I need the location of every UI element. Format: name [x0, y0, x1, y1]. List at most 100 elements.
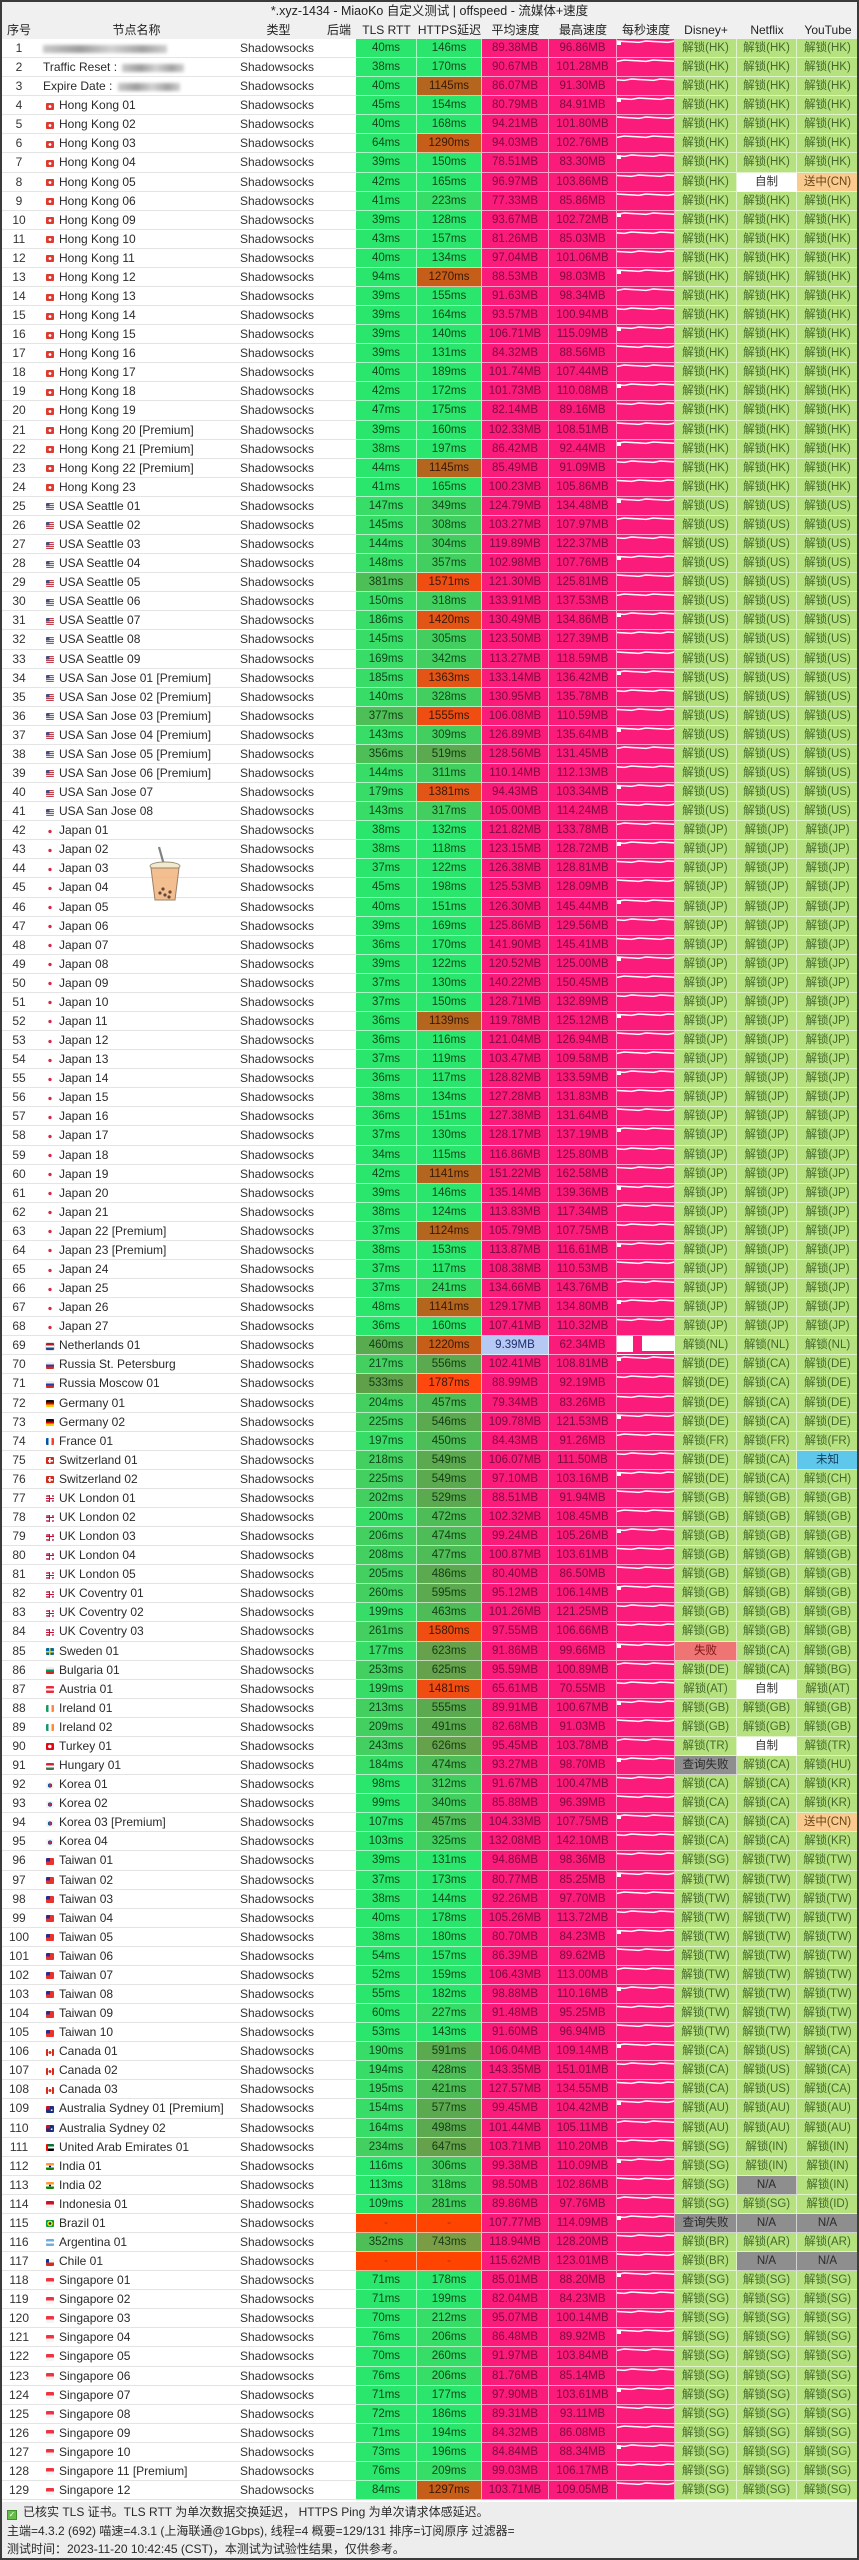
- https-delay: 311ms: [417, 763, 482, 784]
- node-name-cell: Switzerland 02: [38, 1470, 235, 1489]
- disney-status: 解锁(JP): [675, 840, 737, 860]
- table-row: 2 Traffic Reset : Shadowsocks 38ms 170ms…: [0, 58, 859, 78]
- node-name-cell: Germany 02: [38, 1413, 235, 1432]
- node-name-cell: UK Coventry 03: [38, 1622, 235, 1642]
- youtube-status: 解锁(US): [797, 515, 859, 536]
- row-index: 40: [0, 783, 38, 803]
- per-second-speed: [617, 1469, 675, 1489]
- row-index: 114: [0, 2195, 38, 2214]
- max-speed: 131.45MB: [549, 744, 617, 764]
- netflix-status: 解锁(JP): [737, 1298, 797, 1318]
- avg-speed: 91.97MB: [482, 2347, 549, 2367]
- node-name-cell: Hong Kong 19: [38, 401, 235, 421]
- row-index: 43: [0, 840, 38, 860]
- max-speed: 85.25MB: [549, 1870, 617, 1890]
- flag-us-icon: [46, 560, 54, 568]
- node-type: Shadowsocks: [235, 2042, 322, 2062]
- youtube-status: 解锁(JP): [797, 1088, 859, 1108]
- node-name-cell: Hong Kong 13: [38, 287, 235, 307]
- max-speed: 100.94MB: [549, 306, 617, 326]
- tls-rtt: 76ms: [356, 2366, 417, 2386]
- speed-sparkline-icon: [617, 1356, 674, 1362]
- speed-sparkline-icon: [617, 440, 674, 446]
- row-index: 80: [0, 1546, 38, 1566]
- disney-status: 解锁(TW): [675, 1870, 737, 1890]
- node-name: United Arab Emirates 01: [59, 2139, 190, 2154]
- table-row: 8 Hong Kong 05 Shadowsocks 42ms 165ms 96…: [0, 172, 859, 192]
- backend-cell: [322, 440, 356, 459]
- table-row: 9 Hong Kong 06 Shadowsocks 41ms 223ms 77…: [0, 191, 859, 211]
- speed-sparkline-icon: [617, 1795, 674, 1799]
- avg-speed: 91.86MB: [482, 1641, 549, 1661]
- node-name: Hong Kong 06: [59, 193, 136, 208]
- avg-speed: 121.82MB: [482, 821, 549, 841]
- row-index: 60: [0, 1165, 38, 1184]
- disney-status: 解锁(US): [675, 649, 737, 669]
- node-name-cell: Taiwan 10: [38, 2023, 235, 2043]
- netflix-status: 解锁(TW): [737, 2023, 797, 2043]
- per-second-speed: [617, 1374, 675, 1394]
- youtube-status: 解锁(HK): [797, 267, 859, 288]
- tls-rtt: 36ms: [356, 1317, 417, 1337]
- per-second-speed: [617, 1355, 675, 1375]
- tls-rtt: 37ms: [356, 973, 417, 993]
- backend-cell: [322, 1394, 356, 1413]
- youtube-status: 解锁(HK): [797, 306, 859, 326]
- node-type: Shadowsocks: [235, 1279, 322, 1299]
- tls-rtt: 71ms: [356, 2385, 417, 2405]
- youtube-status: 解锁(US): [797, 744, 859, 764]
- node-name: Singapore 04: [59, 2330, 131, 2345]
- node-name-cell: Taiwan 09: [38, 2004, 235, 2024]
- youtube-status: 解锁(GB): [797, 1565, 859, 1585]
- row-index: 39: [0, 764, 38, 784]
- max-speed: 91.03MB: [549, 1717, 617, 1737]
- flag-gb-icon: [46, 1514, 54, 1522]
- node-type: Shadowsocks: [235, 2347, 322, 2367]
- node-name-cell: USA Seattle 06: [38, 592, 235, 612]
- row-index: 50: [0, 974, 38, 993]
- table-row: 85 Sweden 01 Shadowsocks 177ms 623ms 91.…: [0, 1641, 859, 1661]
- max-speed: 106.14MB: [549, 1584, 617, 1604]
- node-name-cell: Japan 12: [38, 1031, 235, 1051]
- flag-jp-icon: [46, 1228, 54, 1236]
- flag-tw-icon: [46, 1972, 54, 1980]
- row-index: 68: [0, 1317, 38, 1337]
- max-speed: 135.78MB: [549, 687, 617, 707]
- avg-speed: 79.34MB: [482, 1393, 549, 1413]
- flag-us-icon: [46, 751, 54, 759]
- youtube-status: 解锁(JP): [797, 1240, 859, 1260]
- backend-cell: [322, 840, 356, 860]
- tls-rtt: 73ms: [356, 2442, 417, 2462]
- netflix-status: 解锁(GB): [737, 1698, 797, 1718]
- avg-speed: 86.07MB: [482, 77, 549, 97]
- netflix-status: 解锁(CA): [737, 1355, 797, 1375]
- netflix-status: 解锁(CA): [737, 1641, 797, 1661]
- speed-sparkline-icon: [617, 1184, 674, 1190]
- row-index: 76: [0, 1470, 38, 1489]
- backend-cell: [322, 974, 356, 993]
- https-delay: 1363ms: [417, 668, 482, 688]
- https-delay: -: [417, 2213, 482, 2233]
- max-speed: 95.25MB: [549, 2004, 617, 2024]
- node-name-cell: Netherlands 01: [38, 1336, 235, 1356]
- netflix-status: 解锁(CA): [737, 1794, 797, 1814]
- youtube-status: 送中(CN): [797, 1813, 859, 1833]
- disney-status: 解锁(HK): [675, 458, 737, 478]
- netflix-status: 解锁(HK): [737, 267, 797, 288]
- max-speed: 89.62MB: [549, 1946, 617, 1966]
- tls-rtt: 533ms: [356, 1374, 417, 1394]
- node-name: UK London 03: [59, 1529, 136, 1544]
- netflix-status: 解锁(CA): [737, 1775, 797, 1795]
- max-speed: 83.30MB: [549, 153, 617, 173]
- per-second-speed: [617, 630, 675, 650]
- max-speed: 128.81MB: [549, 859, 617, 879]
- node-name-cell: USA Seattle 03: [38, 535, 235, 555]
- speed-sparkline-icon: [617, 1509, 674, 1513]
- netflix-status: 解锁(JP): [737, 935, 797, 955]
- node-name: USA Seattle 08: [59, 632, 141, 647]
- table-row: 91 Hungary 01 Shadowsocks 184ms 474ms 93…: [0, 1756, 859, 1776]
- https-delay: 1580ms: [417, 1622, 482, 1642]
- flag-tw-icon: [46, 1953, 54, 1961]
- disney-status: 解锁(JP): [675, 1126, 737, 1146]
- netflix-status: 解锁(HK): [737, 134, 797, 154]
